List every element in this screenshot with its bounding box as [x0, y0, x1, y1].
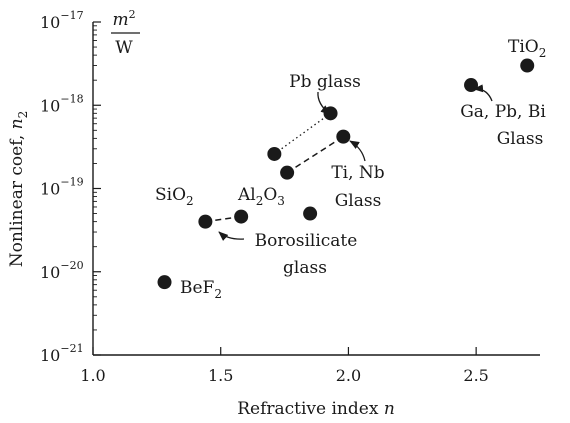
arrow-borosilicate — [218, 231, 245, 241]
y-tick-label: 10−18 — [40, 92, 84, 115]
label-borosilicate-line1: Borosilicate — [255, 231, 358, 251]
y-tick-label: 10−19 — [40, 176, 84, 199]
x-tick-label: 2.5 — [463, 366, 488, 385]
arrow-ti-nb — [349, 140, 366, 162]
label-ti-nb-line1: Ti, Nb — [331, 163, 384, 183]
arrow-pb-glass — [317, 91, 331, 115]
point-borosilicate — [234, 209, 249, 224]
svg-text:W: W — [115, 38, 133, 58]
label-ga-pb-bi-line1: Ga, Pb, Bi — [460, 102, 546, 122]
point-pb-glass-low — [267, 146, 282, 161]
x-tick-label: 2.0 — [336, 366, 361, 385]
label-pb-glass: Pb glass — [289, 72, 361, 92]
arrow-ga-pb-bi — [473, 84, 493, 102]
label-borosilicate-line2: glass — [283, 258, 327, 278]
point-pb-glass-high — [323, 106, 338, 121]
unit-label: m2 W — [111, 8, 140, 58]
x-axis-title: Refractive index n — [237, 399, 395, 419]
y-ticks: 10−17 10−18 10−19 10−20 10−21 — [40, 9, 101, 365]
label-sio2: SiO2 — [155, 185, 194, 208]
svg-text:m2: m2 — [112, 8, 135, 30]
x-tick-label: 1.5 — [208, 366, 233, 385]
x-ticks: 1.0 1.5 2.0 2.5 — [80, 347, 489, 385]
label-tio2: TiO2 — [508, 37, 546, 60]
y-tick-label: 10−17 — [40, 9, 84, 32]
point-tio2 — [520, 58, 535, 73]
point-al2o3 — [303, 206, 318, 221]
label-al2o3: Al2O3 — [237, 185, 285, 208]
y-tick-label: 10−20 — [40, 259, 84, 282]
connector-pb-glass-low-pb-glass-high — [273, 112, 331, 155]
y-tick-label: 10−21 — [40, 342, 84, 365]
point-bef2 — [157, 275, 172, 290]
point-ga-pb-bi — [464, 78, 479, 93]
label-ti-nb-line2: Glass — [335, 191, 382, 211]
y-axis-title: Nonlinear coef, n2 — [7, 111, 30, 268]
point-sio2 — [198, 214, 213, 229]
point-ti-nb-low — [280, 165, 295, 180]
x-tick-label: 1.0 — [80, 366, 105, 385]
connector-ti-nb-low-ti-nb-high — [286, 135, 344, 174]
label-ga-pb-bi-line2: Glass — [497, 129, 544, 149]
point-ti-nb-high — [336, 129, 351, 144]
connectors — [205, 112, 344, 223]
label-bef2: BeF2 — [180, 278, 222, 301]
